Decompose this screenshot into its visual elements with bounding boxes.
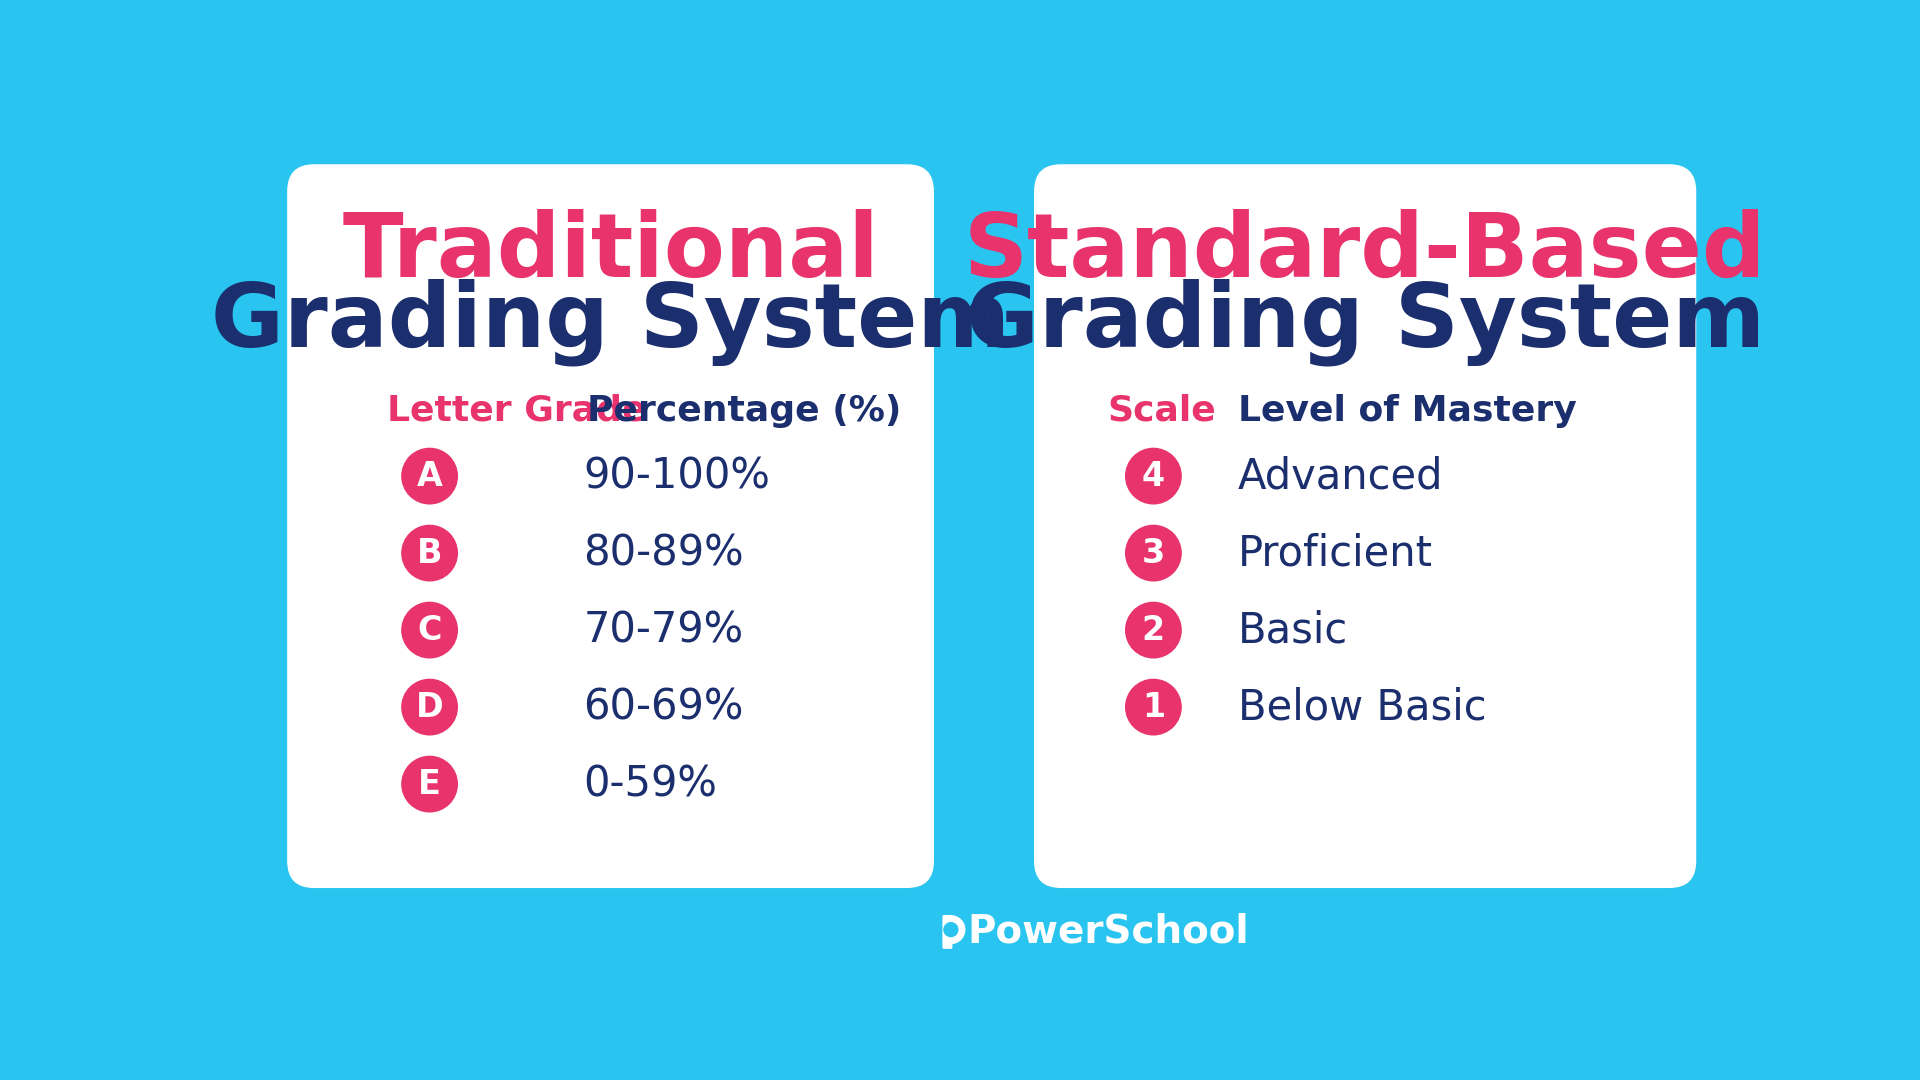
Circle shape	[945, 922, 958, 936]
Text: Grading System: Grading System	[966, 279, 1764, 366]
Text: Grading System: Grading System	[211, 279, 1010, 366]
Circle shape	[401, 679, 457, 734]
Text: E: E	[419, 768, 442, 800]
FancyBboxPatch shape	[943, 915, 952, 949]
Text: 60-69%: 60-69%	[584, 686, 743, 728]
Circle shape	[1125, 448, 1181, 503]
Text: 70-79%: 70-79%	[584, 609, 743, 651]
Text: C: C	[417, 613, 442, 647]
Text: D: D	[417, 690, 444, 724]
Circle shape	[1125, 679, 1181, 734]
FancyBboxPatch shape	[288, 164, 933, 888]
Text: 4: 4	[1142, 460, 1165, 492]
Text: 0-59%: 0-59%	[584, 764, 718, 805]
Text: Basic: Basic	[1238, 609, 1348, 651]
Text: Traditional: Traditional	[342, 210, 879, 296]
Text: PowerSchool: PowerSchool	[968, 913, 1248, 951]
Wedge shape	[950, 916, 964, 944]
Text: Letter Grade: Letter Grade	[388, 393, 647, 428]
Circle shape	[1125, 525, 1181, 581]
Text: 80-89%: 80-89%	[584, 532, 745, 575]
Circle shape	[401, 756, 457, 812]
Circle shape	[401, 448, 457, 503]
Circle shape	[401, 603, 457, 658]
Text: Scale: Scale	[1108, 393, 1215, 428]
Text: Advanced: Advanced	[1238, 455, 1444, 497]
Text: Proficient: Proficient	[1238, 532, 1432, 575]
Text: Below Basic: Below Basic	[1238, 686, 1486, 728]
Text: 1: 1	[1142, 690, 1165, 724]
Text: B: B	[417, 537, 442, 569]
FancyBboxPatch shape	[1035, 164, 1695, 888]
Text: Percentage (%): Percentage (%)	[588, 393, 902, 428]
Text: 2: 2	[1142, 613, 1165, 647]
Circle shape	[401, 525, 457, 581]
Text: 90-100%: 90-100%	[584, 455, 770, 497]
Text: Standard-Based: Standard-Based	[964, 210, 1766, 296]
Circle shape	[1125, 603, 1181, 658]
Text: Level of Mastery: Level of Mastery	[1238, 393, 1576, 428]
Text: A: A	[417, 460, 442, 492]
Text: 3: 3	[1142, 537, 1165, 569]
